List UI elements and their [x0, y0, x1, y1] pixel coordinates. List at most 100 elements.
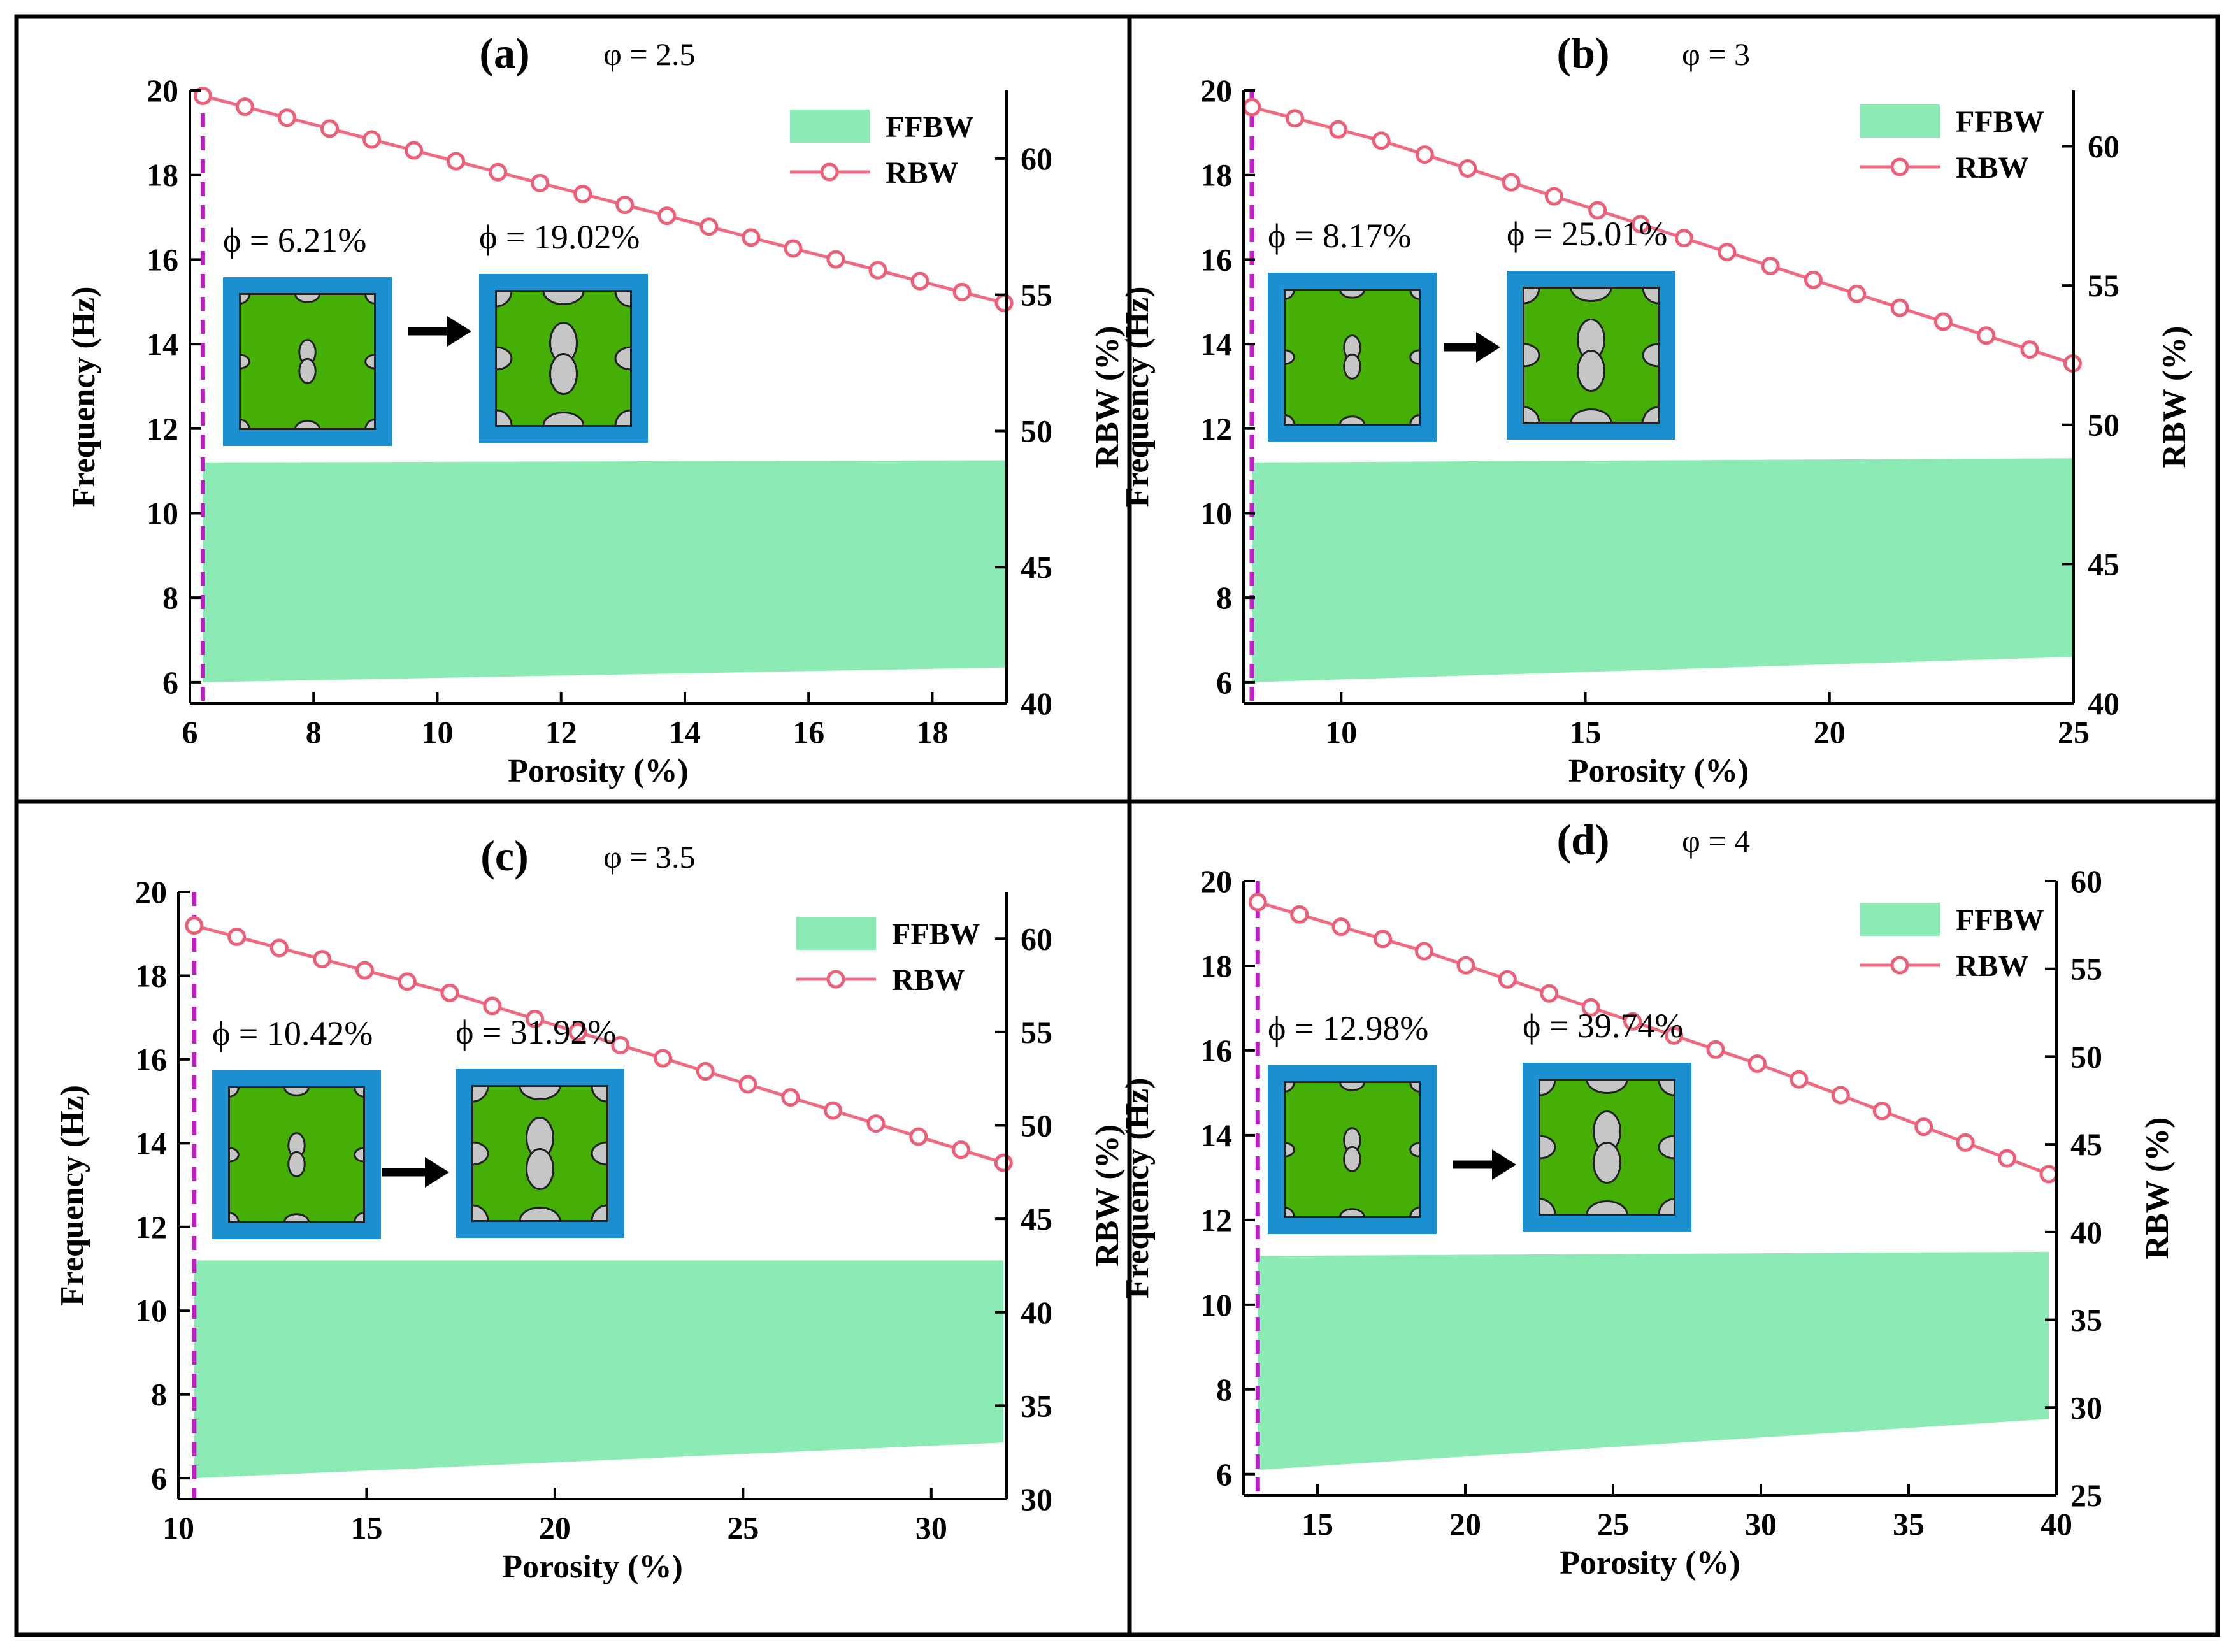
- y-tick-label: 12: [1200, 1202, 1232, 1238]
- y-tick-label: 18: [1200, 948, 1232, 984]
- y2-tick-label: 45: [1021, 1201, 1052, 1237]
- rbw-marker: [1890, 298, 1909, 317]
- rbw-marker: [1872, 1102, 1891, 1121]
- y2-tick-label: 55: [2088, 268, 2120, 303]
- y-axis-label: Frequency (Hz): [66, 286, 102, 507]
- rbw-marker: [269, 938, 289, 958]
- panel-parameter-label: φ = 2.5: [603, 36, 696, 72]
- y2-axis-label: RBW (%): [1089, 1124, 1126, 1267]
- panel-label: (a): [479, 29, 529, 77]
- rbw-marker: [447, 152, 466, 171]
- rbw-marker: [1956, 1133, 1975, 1152]
- y2-tick-label: 30: [2070, 1390, 2102, 1425]
- y-tick-label: 8: [1216, 1372, 1232, 1407]
- x-tick-label: 25: [727, 1510, 759, 1546]
- legend-ffbw-swatch: [1860, 104, 1940, 138]
- rbw-marker: [738, 1075, 757, 1094]
- y2-tick-label: 45: [1021, 549, 1052, 585]
- legend-ffbw-label: FFBW: [892, 917, 980, 951]
- rbw-marker: [657, 206, 677, 226]
- rbw-marker: [2020, 340, 2039, 359]
- x-tick-label: 18: [916, 714, 948, 750]
- x-tick-label: 25: [2058, 714, 2090, 750]
- x-tick-label: 12: [545, 714, 577, 750]
- inset-final-pore: [549, 353, 578, 395]
- ffbw-band: [1252, 458, 2074, 682]
- panel-b: 10 15 20 25 6 8 10 12 14 16 18 20 40 45 50 55 60 Porosity…: [1119, 29, 2193, 789]
- y2-tick-label: 40: [2088, 686, 2120, 721]
- y2-tick-label: 35: [1021, 1388, 1052, 1423]
- rbw-marker: [742, 228, 761, 247]
- y-tick-label: 20: [147, 73, 178, 108]
- rbw-marker: [1458, 159, 1477, 178]
- y-tick-label: 6: [1216, 1456, 1232, 1492]
- rbw-marker: [784, 239, 803, 258]
- y2-tick-label: 40: [1021, 686, 1052, 721]
- rbw-marker: [909, 1127, 928, 1146]
- x-tick-label: 40: [2041, 1506, 2072, 1542]
- legend-ffbw-label: FFBW: [1956, 105, 2044, 139]
- rbw-marker: [1374, 930, 1393, 949]
- rbw-marker: [1372, 131, 1391, 150]
- y-tick-label: 10: [135, 1293, 167, 1328]
- legend-rbw-marker: [1890, 157, 1909, 176]
- rbw-marker: [952, 1140, 970, 1160]
- y2-tick-label: 55: [1021, 1014, 1052, 1050]
- y-tick-label: 8: [151, 1377, 167, 1412]
- rbw-marker: [1914, 1117, 1933, 1137]
- y-tick-label: 10: [1200, 1287, 1232, 1323]
- legend-ffbw-swatch: [1860, 903, 1940, 936]
- rbw-marker: [1544, 187, 1563, 206]
- inset-initial-pore: [1343, 353, 1361, 380]
- y-tick-label: 14: [1200, 1117, 1232, 1153]
- y2-tick-label: 35: [2070, 1302, 2102, 1338]
- y-tick-label: 10: [147, 495, 178, 531]
- x-tick-label: 10: [421, 714, 453, 750]
- rbw-marker: [1761, 256, 1780, 275]
- rbw-marker: [1498, 970, 1517, 989]
- y-tick-label: 18: [135, 958, 167, 993]
- inset-initial-pore: [298, 357, 317, 384]
- rbw-marker: [1847, 284, 1867, 303]
- x-axis-label: Porosity (%): [502, 1549, 683, 1585]
- y2-tick-label: 40: [1021, 1295, 1052, 1330]
- y2-tick-label: 60: [2070, 863, 2102, 899]
- legend-rbw-label: RBW: [892, 963, 965, 997]
- inset-final-inner-edge: [471, 1085, 608, 1222]
- x-tick-label: 20: [1814, 714, 1846, 750]
- legend-rbw-marker: [826, 970, 845, 989]
- y2-tick-label: 60: [1021, 141, 1052, 176]
- y2-axis-label: RBW (%): [2156, 326, 2193, 468]
- inset-initial-label: ϕ = 10.42%: [212, 1014, 373, 1052]
- y-axis-label: Frequency (Hz): [54, 1085, 90, 1306]
- rbw-marker: [1831, 1086, 1850, 1105]
- rbw-marker: [1623, 1012, 1642, 1031]
- inset-initial-label: ϕ = 12.98%: [1268, 1009, 1428, 1047]
- y2-tick-label: 30: [1021, 1481, 1052, 1517]
- rbw-marker: [781, 1088, 800, 1107]
- rbw-marker: [1329, 120, 1348, 139]
- y2-tick-label: 40: [2070, 1214, 2102, 1250]
- legend-ffbw-label: FFBW: [1956, 903, 2044, 937]
- panel-label: (d): [1556, 815, 1609, 864]
- y-tick-label: 14: [1200, 326, 1232, 362]
- rbw-marker: [277, 108, 296, 127]
- rbw-marker: [185, 916, 204, 935]
- legend-ffbw-label: FFBW: [886, 110, 974, 144]
- x-tick-label: 30: [1745, 1506, 1777, 1542]
- x-tick-label: 15: [1570, 714, 1602, 750]
- rbw-marker: [489, 162, 508, 182]
- panel-label: (c): [480, 831, 528, 880]
- x-tick-label: 10: [1325, 714, 1357, 750]
- inset-final-inner-edge: [1539, 1079, 1675, 1216]
- rbw-marker: [320, 119, 339, 138]
- y-tick-label: 20: [1200, 863, 1232, 899]
- y-tick-label: 14: [147, 326, 178, 362]
- rbw-marker: [1718, 243, 1737, 262]
- rbw-marker: [1706, 1040, 1725, 1059]
- legend-rbw-marker: [1890, 956, 1909, 975]
- rbw-marker: [526, 1009, 545, 1028]
- x-tick-label: 16: [793, 714, 824, 750]
- rbw-marker: [654, 1049, 672, 1068]
